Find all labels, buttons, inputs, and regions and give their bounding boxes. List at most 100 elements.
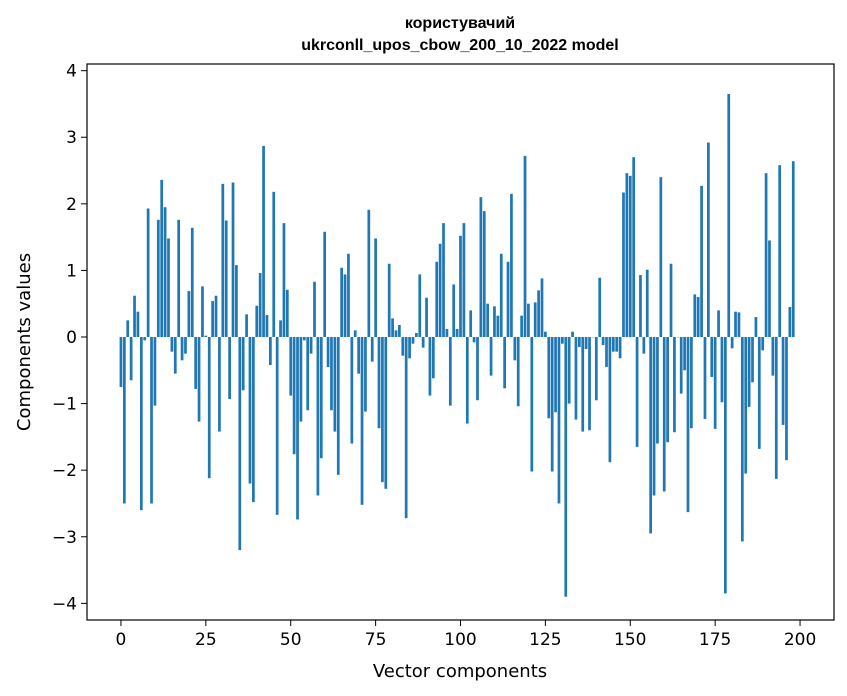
bar-0	[119, 337, 123, 387]
bar-18	[180, 337, 184, 361]
bar-176	[717, 310, 720, 337]
bar-77	[381, 337, 384, 483]
bar-114	[506, 261, 510, 337]
bar-111	[496, 315, 500, 338]
bar-194	[778, 165, 782, 337]
y-tick-label: −3	[52, 528, 77, 548]
bar-5	[136, 311, 140, 337]
bar-188	[757, 337, 761, 449]
bar-158	[656, 337, 659, 444]
bar-30	[221, 183, 225, 338]
bar-19	[184, 337, 187, 354]
bar-37	[245, 314, 248, 338]
bar-55	[306, 337, 310, 411]
bar-118	[520, 315, 523, 338]
bar-160	[662, 337, 666, 492]
bar-170	[696, 297, 700, 337]
y-tick-label: −4	[52, 594, 77, 614]
bar-21	[190, 227, 194, 337]
plot-frame	[86, 63, 835, 621]
bar-154	[642, 337, 646, 354]
bar-187	[754, 317, 758, 338]
bar-63	[333, 337, 337, 432]
bar-4	[133, 295, 136, 337]
x-tick-label: 175	[699, 630, 731, 650]
bar-13	[163, 207, 167, 337]
bar-54	[302, 337, 306, 341]
bar-43	[265, 315, 269, 337]
y-tick-label: 2	[66, 195, 77, 215]
bar-59	[319, 337, 323, 459]
bar-38	[248, 337, 252, 484]
bar-40	[255, 305, 259, 338]
bar-162	[669, 263, 673, 338]
bar-42	[262, 145, 265, 337]
y-tick-label: 1	[66, 261, 77, 281]
bar-61	[326, 337, 330, 367]
bar-15	[170, 337, 174, 352]
bar-6	[139, 337, 143, 511]
bar-142	[601, 337, 605, 345]
bar-197	[788, 307, 792, 337]
bar-41	[258, 273, 262, 337]
bar-89	[421, 337, 425, 348]
bar-110	[493, 306, 496, 338]
bar-81	[394, 330, 398, 338]
bar-135	[577, 337, 581, 347]
bar-65	[340, 267, 344, 338]
bar-129	[557, 337, 561, 504]
x-tick-label: 75	[365, 630, 387, 650]
y-tick-label: 0	[66, 328, 77, 348]
bar-94	[438, 243, 442, 337]
bar-23	[197, 337, 201, 422]
bar-124	[540, 278, 544, 338]
bar-195	[781, 337, 785, 425]
bar-140	[594, 337, 598, 401]
bar-48	[282, 223, 286, 337]
bar-67	[347, 253, 350, 337]
bar-181	[734, 311, 737, 337]
bar-25	[204, 335, 208, 337]
y-tick-label: −2	[52, 461, 77, 481]
bar-131	[564, 337, 568, 597]
bars-group	[119, 93, 795, 597]
x-axis-label: Vector components	[373, 661, 547, 682]
bar-103	[469, 310, 473, 337]
bar-198	[791, 161, 795, 338]
bar-153	[639, 275, 642, 338]
bar-108	[486, 303, 490, 337]
bar-171	[700, 185, 703, 337]
bar-88	[418, 274, 422, 337]
bar-26	[207, 337, 211, 479]
bar-96	[445, 329, 449, 338]
bar-147	[618, 337, 622, 359]
bar-119	[523, 155, 527, 338]
bar-95	[442, 223, 445, 337]
bar-172	[703, 337, 707, 419]
bar-75	[374, 238, 377, 338]
bar-183	[740, 337, 744, 542]
bar-20	[187, 291, 191, 337]
bar-184	[744, 337, 748, 474]
bar-141	[598, 277, 602, 337]
y-tick-label: −1	[52, 395, 77, 415]
bar-190	[764, 173, 768, 337]
bar-70	[357, 337, 360, 374]
bar-87	[415, 333, 418, 338]
x-tick-label: 200	[784, 630, 816, 650]
bar-143	[605, 337, 608, 367]
bar-155	[645, 269, 649, 337]
bar-45	[272, 191, 276, 338]
bar-127	[550, 337, 554, 472]
x-tick-label: 150	[614, 630, 646, 650]
bar-121	[530, 337, 534, 472]
bar-120	[527, 303, 530, 337]
bar-100	[459, 235, 462, 337]
bar-16	[173, 337, 177, 374]
bar-123	[537, 290, 540, 338]
bar-46	[275, 337, 279, 515]
bar-145	[611, 337, 615, 352]
bar-101	[462, 223, 466, 337]
